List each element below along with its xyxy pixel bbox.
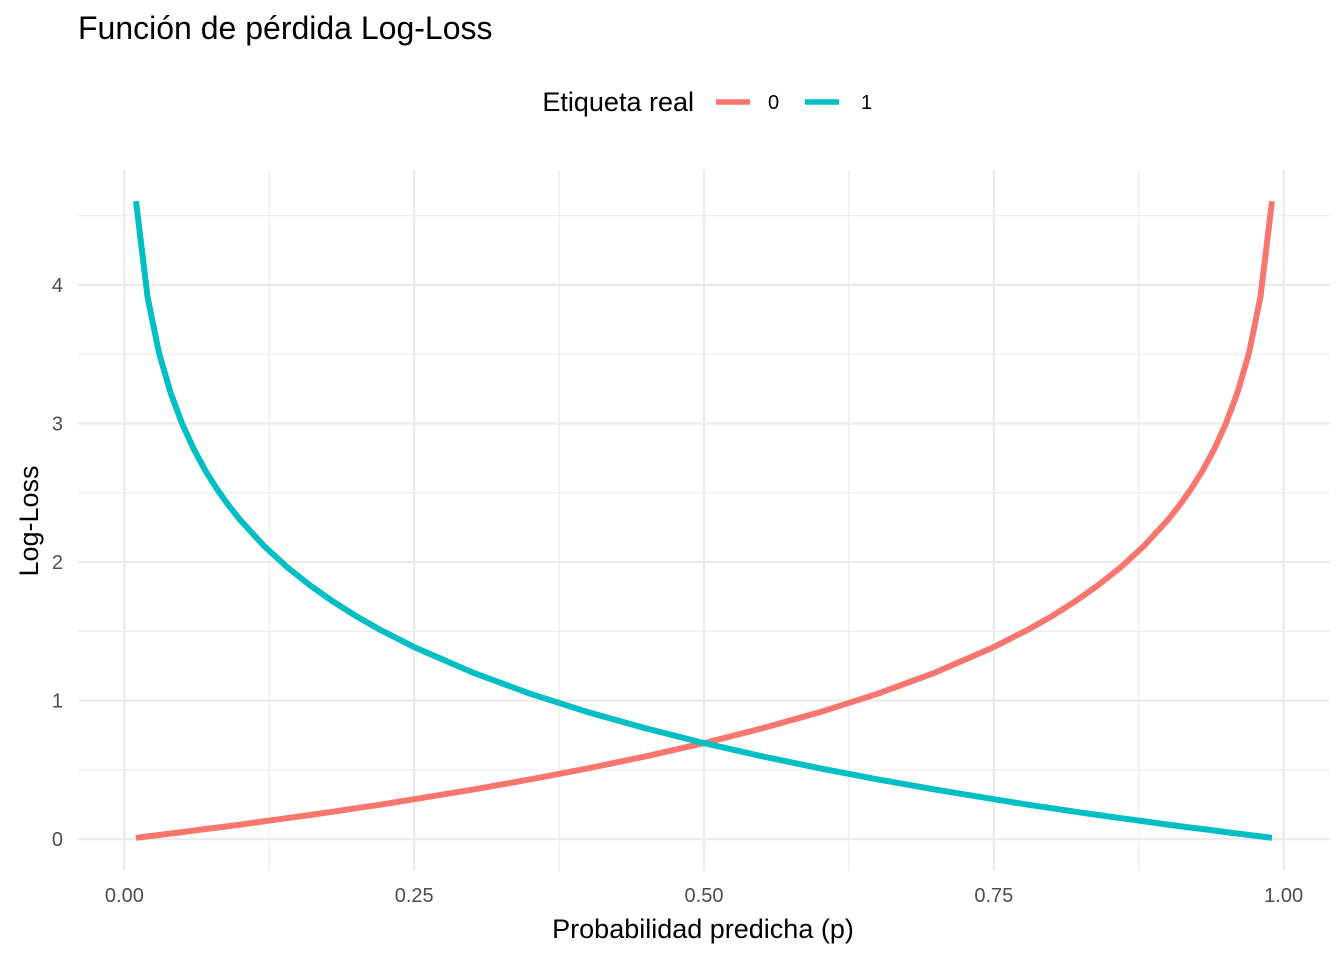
- legend-label-1: 1: [861, 92, 872, 114]
- grid: [78, 170, 1330, 871]
- series-line-1: [133, 200, 1273, 841]
- x-tick-label: 0.75: [974, 885, 1013, 907]
- y-tick-label: 1: [52, 691, 63, 713]
- y-tick-labels: 0 1 2 3 4: [52, 275, 63, 851]
- legend: Etiqueta real 0 1: [542, 87, 872, 117]
- x-tick-label: 0.50: [685, 885, 724, 907]
- legend-label-0: 0: [768, 92, 779, 114]
- x-tick-labels: 0.00 0.25 0.50 0.75 1.00: [105, 885, 1303, 907]
- chart-title: Función de pérdida Log-Loss: [78, 10, 493, 46]
- y-tick-label: 3: [52, 414, 63, 436]
- y-axis-label: Log-Loss: [14, 465, 44, 576]
- x-tick-label: 1.00: [1264, 885, 1303, 907]
- x-axis-label: Probabilidad predicha (p): [552, 914, 854, 944]
- series-lines: [133, 200, 1275, 841]
- y-tick-label: 0: [52, 829, 63, 851]
- x-tick-label: 0.00: [105, 885, 144, 907]
- x-tick-label: 0.25: [395, 885, 434, 907]
- legend-title: Etiqueta real: [542, 87, 694, 117]
- y-tick-label: 4: [52, 275, 63, 297]
- y-tick-label: 2: [52, 552, 63, 574]
